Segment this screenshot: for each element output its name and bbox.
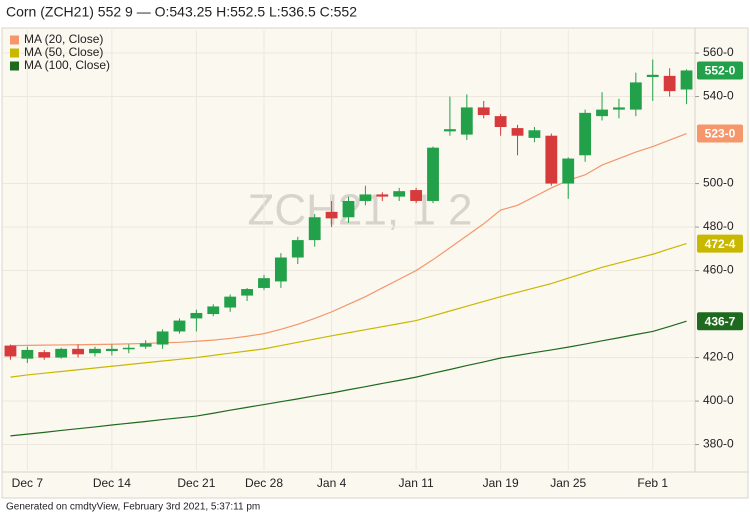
- candle-body: [207, 306, 220, 315]
- candle-body: [477, 107, 490, 116]
- x-tick-label: Dec 21: [177, 476, 215, 490]
- x-tick-label: Feb 1: [637, 476, 668, 490]
- last-price-label: 552-0: [705, 64, 736, 78]
- candle-body: [291, 240, 304, 258]
- y-tick-label: 540-0: [703, 89, 734, 103]
- candle-body: [596, 109, 608, 117]
- footer: Generated on cmdtyView, February 3rd 202…: [6, 502, 260, 513]
- candle-body: [393, 191, 406, 197]
- candle-body: [156, 331, 169, 345]
- legend-label: MA (50, Close): [24, 45, 103, 59]
- y-tick-label: 460-0: [703, 263, 734, 277]
- candle-body: [359, 194, 372, 201]
- legend-label: MA (100, Close): [24, 58, 110, 72]
- y-tick-label: 400-0: [703, 393, 734, 407]
- candle-body: [139, 343, 152, 347]
- y-tick-label: 420-0: [703, 350, 734, 364]
- candle-body: [427, 147, 439, 201]
- x-tick-label: Dec 7: [12, 476, 44, 490]
- candle-body: [325, 211, 338, 219]
- last-price-label-box: [697, 61, 743, 80]
- candle-body: [511, 128, 524, 136]
- candle-body: [89, 348, 101, 354]
- x-tick-label: Dec 28: [245, 476, 283, 490]
- candle-body: [173, 320, 186, 332]
- candle-body: [562, 158, 575, 184]
- candle-body: [443, 129, 456, 132]
- x-tick-label: Jan 19: [483, 476, 519, 490]
- candle-body: [613, 107, 625, 110]
- last-value-label: 472-4: [705, 237, 736, 251]
- chart-title: Corn (ZCH21) 552 9 — O:543.25 H:552.5 L:…: [6, 4, 357, 20]
- ma-line: [10, 243, 687, 378]
- candle-body: [494, 116, 507, 128]
- candle-body: [224, 296, 237, 308]
- candle-body: [663, 75, 676, 92]
- candle-body: [72, 348, 84, 355]
- x-tick-label: Jan 4: [317, 476, 347, 490]
- candle-body: [241, 289, 254, 296]
- candle-body: [342, 200, 355, 218]
- y-tick-label: 480-0: [703, 219, 734, 233]
- candle-body: [680, 70, 693, 90]
- candle-body: [460, 107, 473, 135]
- candle-body: [190, 312, 203, 319]
- candle-body: [528, 130, 541, 138]
- last-value-label-box: [697, 312, 743, 331]
- candle-body: [646, 74, 659, 77]
- x-tick-label: Dec 14: [93, 476, 131, 490]
- last-value-label-box: [697, 124, 743, 143]
- candle-body: [579, 112, 592, 156]
- legend-swatch: [10, 35, 19, 45]
- candle-body: [38, 352, 51, 358]
- last-value-label: 436-7: [705, 314, 736, 328]
- x-tick-label: Jan 25: [550, 476, 586, 490]
- chart-frame: [1, 27, 749, 499]
- last-value-label: 523-0: [705, 127, 736, 141]
- legend-label: MA (20, Close): [24, 32, 103, 46]
- candle-body: [122, 347, 135, 350]
- y-tick-label: 380-0: [703, 437, 734, 451]
- candle-body: [410, 190, 423, 201]
- y-tick-label: 500-0: [703, 176, 734, 190]
- candle-body: [55, 348, 68, 358]
- candle-body: [274, 257, 287, 282]
- candle-body: [21, 349, 34, 359]
- candle-body: [376, 194, 389, 197]
- legend-swatch: [10, 48, 19, 58]
- candle-body: [4, 345, 17, 357]
- candle-body: [629, 82, 642, 110]
- candle-body: [545, 135, 558, 184]
- ma-line: [10, 320, 687, 437]
- legend-swatch: [10, 61, 19, 71]
- candle-body: [308, 217, 321, 241]
- x-tick-label: Jan 11: [399, 476, 434, 490]
- candle-body: [105, 348, 118, 352]
- last-value-label-box: [697, 234, 743, 253]
- y-tick-label: 560-0: [703, 45, 734, 59]
- candle-body: [258, 278, 270, 288]
